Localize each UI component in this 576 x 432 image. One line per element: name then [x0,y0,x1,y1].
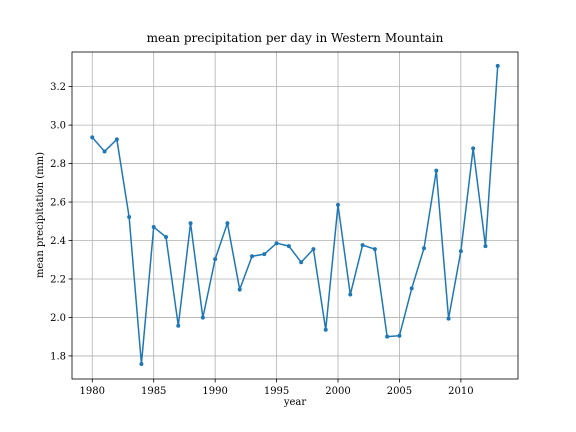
y-tick-label: 1.8 [50,351,66,362]
point [458,249,463,254]
point [163,235,168,240]
point [213,257,218,262]
point [397,333,402,338]
y-tick-label: 2.2 [50,274,66,285]
point [385,334,390,339]
chart-title: mean precipitation per day in Western Mo… [147,31,444,45]
x-tick-label: 1985 [141,386,166,397]
point [188,221,193,226]
point [422,246,427,251]
y-axis-label: mean precipitation (mm) [35,152,46,278]
point [336,202,341,207]
point [360,243,365,248]
point [139,361,144,366]
point [262,252,267,257]
axes-frame [71,51,519,380]
x-tick-label: 1990 [202,386,227,397]
point [127,215,132,220]
point [249,254,254,259]
y-tick-label: 3.0 [50,121,66,132]
point [286,244,291,249]
point [274,241,279,246]
y-tick-label: 2.8 [50,159,66,170]
point [372,247,377,252]
point [200,315,205,320]
point [409,286,414,291]
point [434,168,439,173]
point [311,247,316,252]
plot [90,63,500,366]
y-tick-label: 3.2 [50,82,66,93]
point [237,287,242,292]
point [225,221,230,226]
point [348,292,353,297]
point [151,225,156,230]
y-tick-label: 2.0 [50,313,66,324]
y-tick-label: 2.4 [50,236,66,247]
point [90,135,95,140]
point [446,316,451,321]
point [102,149,107,154]
x-tick-label: 2000 [325,386,350,397]
point [323,327,328,332]
point [495,63,500,68]
point [483,244,488,249]
x-tick-label: 1995 [264,386,289,397]
x-tick-label: 2005 [387,386,412,397]
point [471,146,476,151]
x-tick-label: 1980 [80,386,105,397]
point [114,137,119,142]
x-axis-label: year [283,397,307,408]
x-tick-label: 2010 [448,386,473,397]
grid: 1980 1985 1990 1995 2000 2005 2010 1.8 2.0 2.2 2.4… [50,52,518,397]
point [299,260,304,265]
line [91,65,499,365]
y-tick-label: 2.6 [50,198,66,209]
point [176,323,181,328]
